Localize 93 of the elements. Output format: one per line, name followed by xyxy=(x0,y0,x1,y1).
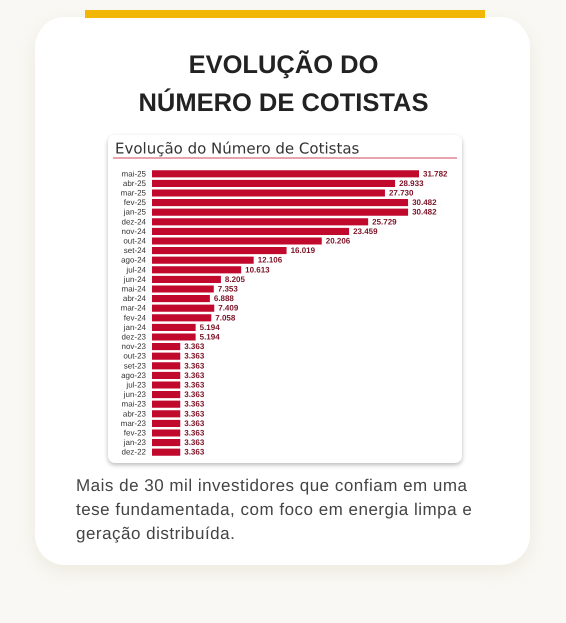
bar xyxy=(152,420,180,427)
data-label: 3.363 xyxy=(184,361,205,370)
y-tick-label: fev-24 xyxy=(124,313,147,322)
data-label: 3.363 xyxy=(184,428,205,438)
text: Mais de 30 mil investidores que confiam em uma tese fundamentada, com foco em energia limpa e geração distribuída. xyxy=(76,475,474,545)
y-tick-label: abr-23 xyxy=(122,409,147,418)
bar xyxy=(152,381,180,389)
bar xyxy=(152,170,419,178)
y-tick-label: dez-24 xyxy=(122,217,147,226)
y-tick-label: dez-22 xyxy=(122,448,147,457)
bar xyxy=(152,237,322,245)
bar xyxy=(152,180,396,187)
bar xyxy=(152,391,180,398)
y-tick-label: nov-23 xyxy=(122,342,147,352)
data-label: 3.363 xyxy=(184,380,205,390)
y-tick-label: jan-23 xyxy=(122,438,147,448)
bar xyxy=(152,228,350,235)
y-tick-label: abr-25 xyxy=(122,178,147,188)
bar xyxy=(152,352,180,360)
y-tick-label: fev-23 xyxy=(124,428,147,438)
bar xyxy=(152,410,180,418)
data-label: 3.363 xyxy=(184,438,205,448)
data-label: 6.888 xyxy=(214,294,234,304)
bar xyxy=(152,208,408,216)
data-label: 27.730 xyxy=(388,188,414,198)
data-label: 3.363 xyxy=(184,409,205,418)
data-label: 30.482 xyxy=(412,208,438,217)
data-label: 3.363 xyxy=(184,370,205,380)
y-tick-label: out-24 xyxy=(123,236,147,246)
bar xyxy=(152,314,212,322)
y-tick-label: jan-24 xyxy=(122,322,147,332)
data-label: 7.409 xyxy=(218,304,239,313)
bar xyxy=(152,285,214,293)
y-tick-label: jun-24 xyxy=(122,274,147,284)
data-label: 16.019 xyxy=(290,246,316,256)
data-label: 3.363 xyxy=(184,400,205,409)
y-tick-label: fev-25 xyxy=(124,198,147,208)
y-tick-label: abr-24 xyxy=(122,294,147,304)
data-label: 25.729 xyxy=(372,217,398,226)
y-tick-label: mar-25 xyxy=(120,188,147,198)
bar xyxy=(152,362,180,370)
data-label: 31.782 xyxy=(423,169,448,178)
bar xyxy=(152,266,242,274)
data-label: 20.206 xyxy=(326,236,351,246)
y-tick-label: mar-23 xyxy=(120,418,147,428)
bar xyxy=(152,400,180,408)
data-label: 3.363 xyxy=(184,418,205,428)
y-tick-label: out-23 xyxy=(123,352,147,361)
y-tick-label: ago-23 xyxy=(121,370,147,380)
data-label: 8.205 xyxy=(224,274,246,284)
bar xyxy=(152,189,385,197)
bar xyxy=(152,439,180,446)
chart-title: EVOLUÇÃO DO NÚMERO DE COTISTAS xyxy=(138,49,430,119)
bar xyxy=(152,448,180,456)
y-tick-label: jun-23 xyxy=(122,390,147,400)
data-label: 10.613 xyxy=(245,265,270,274)
data-label: 12.106 xyxy=(258,256,283,265)
data-label: 28.933 xyxy=(399,178,424,188)
bar xyxy=(152,295,210,302)
data-label: 5.194 xyxy=(200,332,220,342)
data-label: 7.058 xyxy=(215,313,236,322)
y-tick-label: jan-25 xyxy=(122,208,147,217)
bar xyxy=(152,372,180,379)
y-tick-label: set-23 xyxy=(124,361,147,370)
y-tick-label: jul-23 xyxy=(125,380,147,390)
data-label: 3.363 xyxy=(184,352,205,361)
bar xyxy=(152,247,287,254)
data-label: 5.194 xyxy=(200,322,220,332)
y-tick-label: jul-24 xyxy=(125,265,147,274)
y-tick-label: mai-24 xyxy=(122,284,147,294)
y-tick-label: mar-24 xyxy=(120,304,147,313)
data-label: 3.363 xyxy=(184,390,205,400)
bar xyxy=(152,429,180,437)
bar xyxy=(152,199,408,206)
y-tick-label: nov-24 xyxy=(122,226,147,236)
data-label: 23.459 xyxy=(353,226,378,236)
chart-subtitle: Evolução do Número de Cotistas xyxy=(115,140,360,158)
bar xyxy=(152,324,196,331)
bar xyxy=(152,218,368,226)
bar xyxy=(152,304,214,312)
data-label: 7.353 xyxy=(218,284,238,294)
y-tick-label: ago-24 xyxy=(121,256,147,265)
y-tick-label: set-24 xyxy=(124,246,147,256)
y-tick-label: mai-23 xyxy=(122,400,147,409)
bar xyxy=(152,256,254,264)
data-label: 3.363 xyxy=(184,342,205,352)
bar xyxy=(152,276,221,283)
bar xyxy=(152,343,180,350)
bar xyxy=(152,333,196,341)
y-tick-label: dez-23 xyxy=(122,332,147,342)
data-label: 30.482 xyxy=(412,198,438,208)
y-tick-label: mai-25 xyxy=(122,169,147,178)
data-label: 3.363 xyxy=(184,448,205,457)
